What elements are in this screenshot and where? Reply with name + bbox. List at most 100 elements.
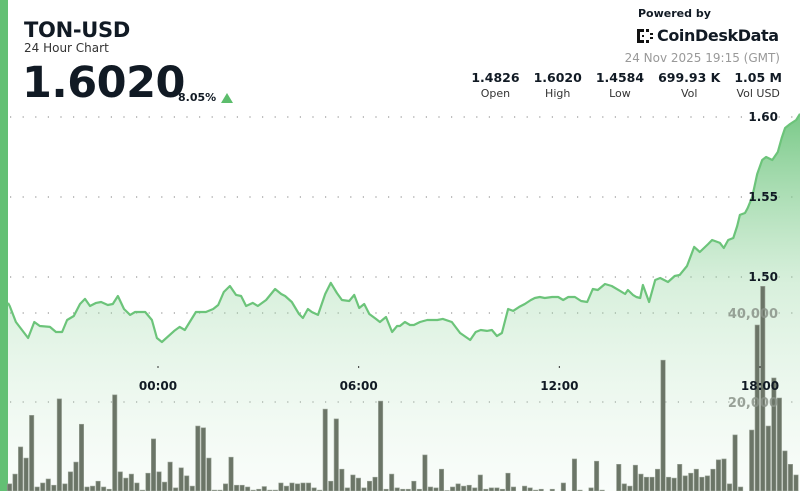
- volume-bar: [715, 459, 721, 491]
- volume-bar: [29, 415, 35, 491]
- volume-bar: [682, 475, 688, 491]
- price-line: [7, 113, 800, 344]
- volume-bar: [749, 429, 755, 491]
- stat-value: 1.05 M: [734, 70, 782, 85]
- volume-bar: [727, 483, 733, 491]
- stat-label: Open: [480, 87, 511, 100]
- volume-bar: [765, 425, 771, 491]
- volume-bar: [23, 457, 29, 491]
- stat-value: 1.4584: [595, 70, 645, 85]
- stat-label: High: [545, 87, 571, 100]
- coindesk-logo-icon: [637, 28, 653, 43]
- volume-bar: [62, 483, 68, 491]
- volume-bar: [416, 488, 422, 491]
- volume-bar: [328, 480, 334, 491]
- volume-bar: [571, 458, 577, 491]
- price-tick-label: 1.55: [748, 190, 778, 204]
- volume-bar: [295, 483, 301, 491]
- volume-bar: [400, 488, 406, 491]
- volume-bar: [228, 456, 234, 491]
- stats-row: 1.4826 Open 1.6020 High 1.4584 Low 699.93 K…: [457, 70, 782, 100]
- volume-bar: [787, 463, 793, 491]
- stat-high: 1.6020 High: [534, 70, 582, 100]
- logo-text: CoinDeskData: [657, 26, 779, 45]
- volume-bar: [688, 472, 694, 491]
- volume-bar: [505, 472, 511, 491]
- volume-bar: [433, 487, 439, 491]
- volume-bar: [339, 468, 345, 491]
- volume-bar: [704, 475, 710, 491]
- chart-subtitle: 24 Hour Chart: [24, 41, 109, 55]
- volume-bar: [638, 473, 644, 491]
- volume-bar: [488, 487, 494, 491]
- volume-bar: [278, 482, 284, 491]
- volume-bar: [793, 474, 799, 491]
- price-area: [8, 113, 800, 491]
- accent-bar: [0, 0, 8, 491]
- volume-bar: [721, 458, 727, 491]
- volume-bar: [151, 438, 157, 491]
- volume-bar: [56, 398, 62, 491]
- volume-bar: [189, 485, 195, 491]
- current-price: 1.6020: [22, 58, 185, 108]
- time-tick-label: 12:00: [540, 379, 578, 393]
- volume-bar: [95, 480, 101, 491]
- volume-bar: [322, 408, 328, 491]
- volume-bar: [732, 434, 738, 491]
- volume-bar: [472, 487, 478, 491]
- volume-bar: [383, 488, 389, 491]
- volume-bar: [333, 418, 339, 491]
- volume-bar: [134, 482, 140, 491]
- volume-bar: [117, 471, 123, 491]
- volume-bar: [90, 485, 96, 491]
- volume-tick-label: 40,000: [728, 307, 778, 322]
- volume-bar: [234, 484, 240, 491]
- volume-bar: [261, 486, 267, 491]
- volume-bar: [405, 488, 411, 491]
- volume-bar: [344, 487, 350, 491]
- stat-value: 1.6020: [533, 70, 582, 85]
- volume-bar: [7, 483, 13, 491]
- triangle-up-icon: [221, 93, 233, 103]
- volume-bar: [782, 450, 788, 491]
- volume-bar: [394, 487, 400, 491]
- volume-bar: [67, 471, 73, 491]
- volume-bar: [594, 460, 600, 491]
- volume-bar: [621, 483, 627, 491]
- volume-bar: [710, 468, 716, 491]
- volume-bar: [560, 482, 566, 491]
- volume-bar: [145, 472, 151, 491]
- volume-bar: [45, 478, 51, 491]
- volume-bar: [79, 423, 85, 491]
- volume-bar: [643, 476, 649, 491]
- coindesk-data-logo: CoinDeskData: [637, 26, 779, 45]
- volume-bar: [106, 488, 112, 491]
- volume-bar: [427, 486, 433, 491]
- volume-bar: [306, 482, 312, 491]
- volume-bar: [455, 483, 461, 491]
- volume-bar: [112, 394, 118, 491]
- volume-bar: [200, 427, 206, 491]
- volume-bar: [18, 446, 24, 491]
- volume-bar: [256, 488, 262, 491]
- volume-bar: [466, 484, 472, 491]
- volume-bar: [184, 475, 190, 491]
- volume-bar: [693, 468, 699, 491]
- volume-bar: [627, 485, 633, 491]
- volume-bar: [300, 482, 306, 491]
- stat-value: 699.93 K: [658, 70, 721, 85]
- volume-bar: [245, 486, 251, 491]
- price-change: 8.05%: [178, 91, 217, 104]
- volume-bar: [499, 488, 505, 491]
- volume-bar: [162, 481, 168, 491]
- volume-bar: [73, 461, 79, 491]
- volume-bar: [588, 487, 594, 491]
- volume-bar: [461, 485, 467, 491]
- volume-bar: [123, 477, 129, 491]
- volume-bar: [538, 488, 544, 491]
- volume-bar: [350, 474, 356, 491]
- time-tick-label: 18:00: [741, 379, 779, 393]
- volume-bar: [378, 400, 384, 491]
- volume-bar: [776, 397, 782, 491]
